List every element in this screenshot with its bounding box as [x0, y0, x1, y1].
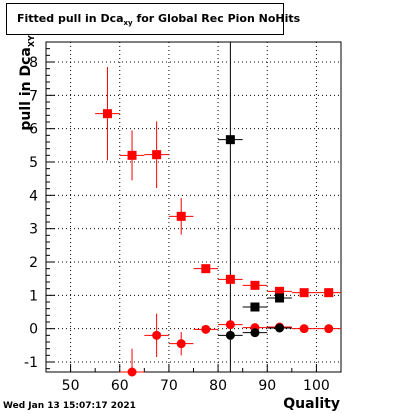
- x-tick-label: 100: [303, 378, 330, 394]
- data-marks: [95, 42, 341, 377]
- x-tick-label: 60: [111, 378, 129, 394]
- data-point-square: [127, 150, 137, 160]
- data-point-circle: [176, 339, 186, 349]
- y-axis-label-main: pull in Dca: [18, 47, 35, 131]
- title-subscript: xy: [123, 19, 133, 28]
- x-tick-label: 90: [258, 378, 276, 394]
- x-axis-label: Quality: [283, 396, 340, 412]
- title-suffix: for Global Rec Pion NoHits: [132, 12, 301, 25]
- chart-title: Fitted pull in Dcaxy for Global Rec Pion…: [17, 12, 300, 27]
- title-box: Fitted pull in Dcaxy for Global Rec Pion…: [6, 3, 300, 35]
- data-point-circle: [152, 330, 162, 340]
- datestamp: Wed Jan 13 15:07:17 2021: [3, 401, 136, 411]
- data-point-circle: [127, 367, 137, 377]
- data-point-square: [299, 288, 309, 298]
- data-point-square: [275, 286, 285, 296]
- tick-labels: 50 60 70 80 90 100 -1 0 1 2 3 4 5 6 7 8: [24, 55, 330, 394]
- y-tick-label: 2: [29, 255, 38, 271]
- data-point-square: [176, 211, 186, 221]
- y-tick-label: 8: [29, 55, 38, 71]
- plot-frame: [45, 41, 342, 373]
- y-tick-label: 7: [29, 88, 38, 104]
- data-point-circle: [299, 324, 309, 334]
- data-point-circle: [324, 324, 334, 334]
- y-tick-label: -1: [24, 355, 38, 371]
- data-point-square: [102, 109, 112, 119]
- y-tick-label: 6: [29, 122, 38, 138]
- y-tick-label: 0: [29, 322, 38, 338]
- data-point-square: [225, 135, 235, 145]
- data-point-square: [250, 302, 260, 312]
- data-point-square: [225, 274, 235, 284]
- y-axis-label: pull in DcaXY: [18, 28, 36, 138]
- data-point-circle: [225, 330, 235, 340]
- y-tick-label: 5: [29, 155, 38, 171]
- data-point-circle: [275, 323, 285, 333]
- y-tick-label: 1: [29, 288, 38, 304]
- data-point-circle: [225, 320, 235, 330]
- grid-lines: [46, 42, 341, 372]
- y-tick-label: 3: [29, 222, 38, 238]
- x-tick-label: 50: [62, 378, 80, 394]
- series-red-square: [95, 67, 341, 298]
- data-point-circle: [250, 328, 260, 338]
- data-point-square: [152, 150, 162, 160]
- data-point-circle: [201, 324, 211, 334]
- data-point-square: [201, 264, 211, 274]
- y-tick-label: 4: [29, 188, 38, 204]
- x-tick-label: 80: [209, 378, 227, 394]
- title-prefix: Fitted pull in Dca: [17, 12, 124, 25]
- y-axis-label-sub: XY: [26, 35, 36, 48]
- series-black-square: [218, 135, 292, 312]
- data-point-square: [324, 288, 334, 298]
- data-point-square: [250, 280, 260, 290]
- data-point-square: [275, 293, 285, 303]
- series-black-circle: [218, 323, 292, 340]
- x-tick-label: 70: [160, 378, 178, 394]
- axis-ticks: [45, 48, 342, 372]
